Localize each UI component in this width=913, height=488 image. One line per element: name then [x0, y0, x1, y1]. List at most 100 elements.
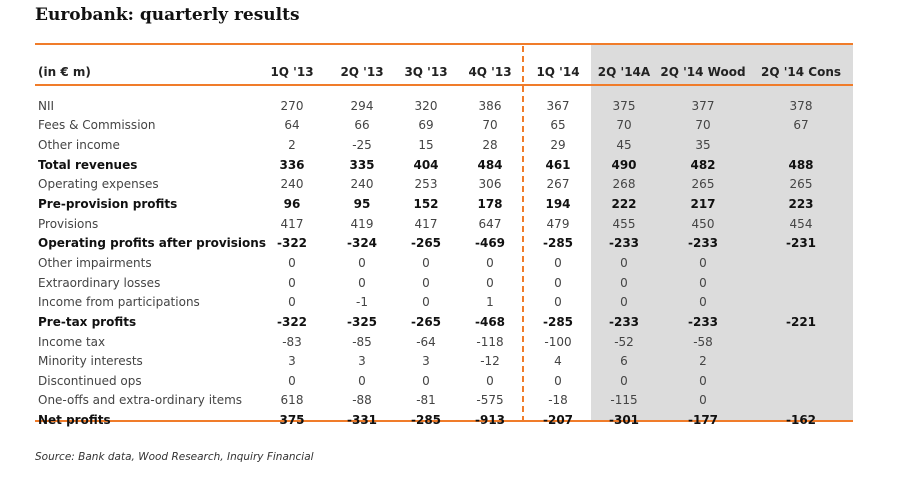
table-row: Fees & Commission 64 66 69 70 65 70 70 67 — [35, 116, 853, 136]
table-cell: 65 — [550, 118, 566, 133]
table-cell: -285 — [410, 413, 442, 428]
table-cell: 386 — [478, 98, 502, 113]
table-cell: 0 — [554, 295, 562, 310]
table-cell: -221 — [785, 314, 817, 329]
table-cell: 45 — [616, 138, 632, 153]
row-label: One-offs and extra-ordinary items — [38, 393, 243, 408]
column-header: (in € m) — [38, 65, 91, 79]
column-header: 3Q '13 — [404, 65, 448, 79]
table-cell: 375 — [612, 98, 636, 113]
table-cell: -1 — [356, 295, 368, 310]
table-cell: -162 — [785, 413, 817, 428]
table-cell: 0 — [620, 255, 628, 270]
table-cell: 618 — [280, 393, 304, 408]
table-cell: 336 — [279, 157, 305, 172]
table-cell: 461 — [545, 157, 571, 172]
table-cell: -100 — [544, 334, 572, 349]
forecast-shading — [591, 45, 853, 421]
row-label: Total revenues — [38, 157, 138, 172]
table-cell: 29 — [550, 138, 566, 153]
table-cell: -18 — [548, 393, 568, 408]
row-label: Other income — [38, 138, 120, 153]
table-cell — [749, 292, 853, 312]
table-row: Operating profits after provisions -322 -3… — [35, 233, 853, 253]
header-rule — [35, 84, 853, 86]
table-cell: 0 — [486, 255, 494, 270]
table-cell: 306 — [478, 177, 502, 192]
table-cell — [749, 351, 853, 371]
table-cell: 0 — [554, 255, 562, 270]
table-cell: -322 — [276, 314, 308, 329]
table-cell: -468 — [474, 314, 506, 329]
row-label: Net profits — [38, 413, 111, 428]
row-label: Discontinued ops — [38, 373, 142, 388]
table-cell: -207 — [542, 413, 574, 428]
column-header: 2Q '13 — [340, 65, 384, 79]
table-cell: 0 — [699, 275, 707, 290]
table-cell: 217 — [690, 197, 716, 212]
table-cell: 0 — [486, 275, 494, 290]
table-cell: 488 — [788, 157, 814, 172]
table-cell: -913 — [474, 413, 506, 428]
table-cell: 294 — [350, 98, 374, 113]
table-row: Operating expenses 240 240 253 306 267 268 265 2… — [35, 175, 853, 195]
row-label: Operating profits after provisions — [38, 236, 266, 251]
table-cell: 0 — [422, 275, 430, 290]
table-cell: -325 — [346, 314, 378, 329]
table-cell: 417 — [414, 216, 438, 231]
table-cell: -265 — [410, 236, 442, 251]
table-cell: 70 — [616, 118, 632, 133]
row-label: Pre-tax profits — [38, 314, 137, 329]
table-cell — [749, 371, 853, 391]
table-cell: -64 — [416, 334, 436, 349]
table-cell: 484 — [477, 157, 503, 172]
table-row: Provisions 417 419 417 647 479 455 450 454 — [35, 214, 853, 234]
table-cell: 647 — [478, 216, 502, 231]
table-cell: 240 — [350, 177, 374, 192]
table-row: Pre-provision profits 96 95 152 178 194 222 217… — [35, 194, 853, 214]
table-cell: 66 — [354, 118, 370, 133]
table-cell: 0 — [620, 295, 628, 310]
table-cell: 152 — [413, 197, 439, 212]
table-cell: 3 — [288, 354, 296, 369]
table-cell: 28 — [482, 138, 498, 153]
table-cell: -575 — [476, 393, 504, 408]
row-label: Operating expenses — [38, 177, 159, 192]
table-cell: 267 — [546, 177, 570, 192]
table-cell: -12 — [480, 354, 500, 369]
table-cell: 2 — [699, 354, 707, 369]
table-cell: 417 — [280, 216, 304, 231]
table-cell: -52 — [614, 334, 634, 349]
column-header: 2Q '14 Wood — [660, 65, 746, 79]
table-cell: 4 — [554, 354, 562, 369]
table-cell: 223 — [788, 197, 814, 212]
table-cell: 419 — [350, 216, 374, 231]
actuals-divider — [522, 46, 524, 422]
table-cell: 335 — [349, 157, 375, 172]
column-header: 2Q '14A — [597, 65, 651, 79]
row-label: NII — [38, 98, 55, 113]
table-cell: -81 — [416, 393, 436, 408]
bottom-rule — [35, 420, 853, 422]
table-cell: 3 — [358, 354, 366, 369]
table-cell: 0 — [554, 373, 562, 388]
table-cell: -118 — [476, 334, 504, 349]
table-cell: 64 — [284, 118, 300, 133]
table-cell: 270 — [280, 98, 304, 113]
table-row: Income tax -83 -85 -64 -118 -100 -52 -58 — [35, 332, 853, 352]
table-cell: -233 — [608, 314, 640, 329]
table-cell — [749, 391, 853, 411]
table-cell: -285 — [542, 314, 574, 329]
column-header: 1Q '14 — [536, 65, 580, 79]
table-cell: 375 — [279, 413, 305, 428]
table-cell — [749, 332, 853, 352]
table-cell: 95 — [353, 197, 371, 212]
table-cell: 0 — [699, 393, 707, 408]
table-cell: -177 — [687, 413, 719, 428]
table-cell — [749, 273, 853, 293]
table-cell: 6 — [620, 354, 628, 369]
table-cell: 0 — [358, 275, 366, 290]
table-row: Pre-tax profits -322 -325 -265 -468 -285 -233 -… — [35, 312, 853, 332]
table-cell: -324 — [346, 236, 378, 251]
table-cell: 0 — [422, 373, 430, 388]
